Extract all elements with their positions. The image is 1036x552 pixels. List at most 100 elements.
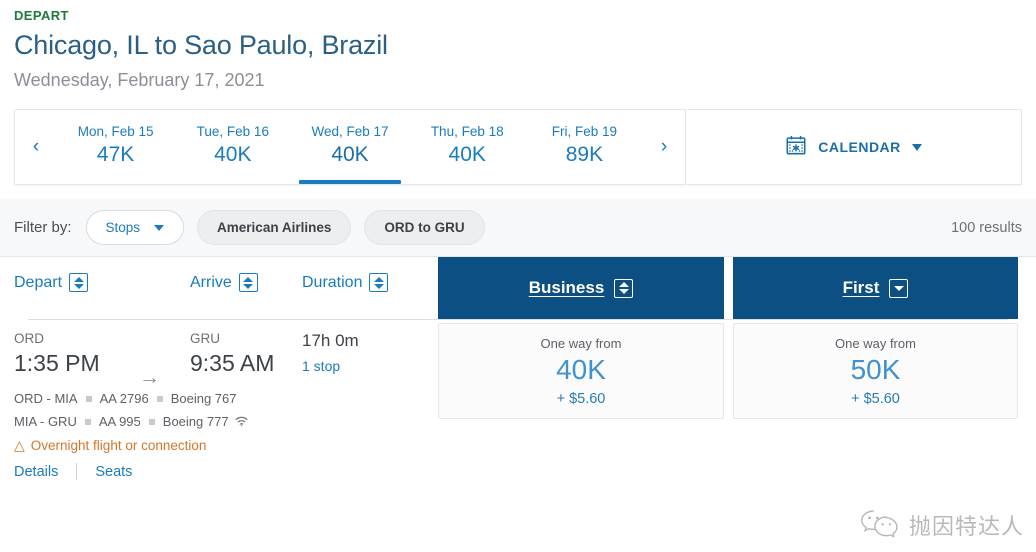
date-label: Wed, Feb 17 [311,123,389,139]
chevron-down-icon [911,143,922,151]
results-table: Depart Arrive Duration [0,257,1036,480]
segment-route: MIA - GRU [14,414,77,429]
link-divider [76,463,78,480]
depart-label: DEPART [14,8,69,23]
price-fee: + $5.60 [556,390,606,407]
date-cell-tue-feb-16[interactable]: Tue, Feb 16 40K [174,110,291,184]
active-date-indicator [299,180,401,184]
column-header-arrive[interactable]: Arrive [190,273,302,292]
triangle-up-icon [373,276,384,282]
calendar-label: CALENDAR [818,139,901,155]
date-label: Tue, Feb 16 [196,123,269,139]
sort-first-button[interactable] [889,278,909,298]
results-count: 100 results [951,219,1022,236]
separator-square-icon [84,418,91,425]
route-date: Wednesday, February 17, 2021 [14,70,265,90]
segment-row: ORD - MIA AA 2796 Boeing 767 [14,391,1022,406]
filter-chip-label: American Airlines [217,220,332,235]
calendar-button[interactable]: CALENDAR [686,109,1022,185]
watermark: 抛因特达人 [860,507,1024,542]
date-label: Fri, Feb 19 [551,123,618,139]
segment-flight-number: AA 995 [98,414,141,429]
calendar-icon [785,134,807,161]
price-miles: 40K [556,353,606,385]
filter-chip-label: ORD to GRU [384,220,465,235]
date-price: 40K [331,142,369,166]
row-action-links: Details Seats [14,463,1022,480]
date-cell-thu-feb-18[interactable]: Thu, Feb 18 40K [409,110,526,184]
date-price: 40K [214,142,252,166]
price-card-business[interactable]: One way from 40K + $5.60 [438,323,724,419]
cabin-label: First [842,278,880,297]
triangle-up-icon [618,282,629,287]
date-strip: ‹ Mon, Feb 15 47K Tue, Feb 16 40K Wed, F… [14,109,686,185]
arrive-cell: GRU 9:35 AM [190,331,302,377]
date-selector-bar: ‹ Mon, Feb 15 47K Tue, Feb 16 40K Wed, F… [14,109,1022,185]
price-fee: + $5.60 [851,390,900,407]
separator-square-icon [85,395,92,402]
filter-chip-american-airlines[interactable]: American Airlines [197,210,352,245]
segment-flight-number: AA 2796 [99,391,149,406]
segment-row: MIA - GRU AA 995 Boeing 777 [14,414,1022,429]
column-header-first[interactable]: First [733,257,1018,319]
price-card-first[interactable]: One way from 50K + $5.60 [733,323,1018,419]
triangle-down-icon [373,283,384,289]
header-divider [28,319,1008,320]
date-label: Thu, Feb 18 [430,123,504,139]
date-cell-wed-feb-17[interactable]: Wed, Feb 17 40K [291,110,408,184]
next-dates-button[interactable]: › [660,136,668,157]
seats-link[interactable]: Seats [95,463,133,480]
details-link[interactable]: Details [14,463,59,480]
separator-square-icon [156,395,163,402]
column-header-depart[interactable]: Depart [14,273,190,292]
arrow-right-icon: → [139,366,160,389]
date-cell-mon-feb-15[interactable]: Mon, Feb 15 47K [57,110,174,184]
arrive-time: 9:35 AM [190,350,275,376]
column-header-duration[interactable]: Duration [302,273,432,292]
column-label: Arrive [190,273,232,291]
price-miles: 50K [850,353,901,385]
triangle-down-icon [73,283,84,289]
filter-chip-stops[interactable]: Stops [85,210,185,245]
one-way-from-label: One way from [540,335,622,351]
triangle-up-icon [73,276,84,282]
watermark-text: 抛因特达人 [908,513,1024,539]
column-label: Duration [302,273,363,291]
filter-chip-ord-to-gru[interactable]: ORD to GRU [364,210,485,245]
triangle-down-icon [618,289,629,294]
triangle-up-icon [243,276,254,282]
prev-dates-button[interactable]: ‹ [32,136,40,157]
warning-triangle-icon: △ [14,437,25,453]
arrive-airport: GRU [190,331,220,346]
date-price: 89K [565,142,604,166]
date-price: 47K [96,142,135,166]
duration-cell: 17h 0m 1 stop [302,331,438,377]
column-header-business[interactable]: Business [438,257,724,319]
cabin-label: Business [528,278,605,297]
sort-depart-button[interactable] [69,273,89,292]
page-header: DEPART Chicago, IL to Sao Paulo, Brazil … [0,0,1036,91]
segment-aircraft: Boeing 777 [162,414,229,429]
date-label: Mon, Feb 15 [77,123,154,139]
table-row: ORD 1:35 PM → GRU 9:35 AM 17h 0m 1 stop … [14,319,1022,419]
filter-bar: Filter by: Stops American Airlines ORD t… [0,199,1036,257]
page-title: Chicago, IL to Sao Paulo, Brazil [14,30,388,60]
sort-business-button[interactable] [614,278,634,298]
date-cell-fri-feb-19[interactable]: Fri, Feb 19 89K [526,110,643,184]
triangle-down-icon [893,285,904,291]
segment-route: ORD - MIA [14,391,78,406]
filter-chip-label: Stops [105,220,141,235]
separator-square-icon [148,418,155,425]
warning-text: Overnight flight or connection [30,438,207,453]
filter-by-label: Filter by: [14,219,72,236]
sort-arrive-button[interactable] [238,273,258,292]
segment-aircraft: Boeing 767 [170,391,237,406]
sort-duration-button[interactable] [369,273,389,292]
overnight-warning: △ Overnight flight or connection [14,437,1022,454]
table-header-row: Depart Arrive Duration [14,257,1022,320]
stops-link[interactable]: 1 stop [302,358,341,374]
triangle-down-icon [243,283,254,289]
wechat-icon [860,507,900,542]
date-price: 40K [448,142,486,166]
